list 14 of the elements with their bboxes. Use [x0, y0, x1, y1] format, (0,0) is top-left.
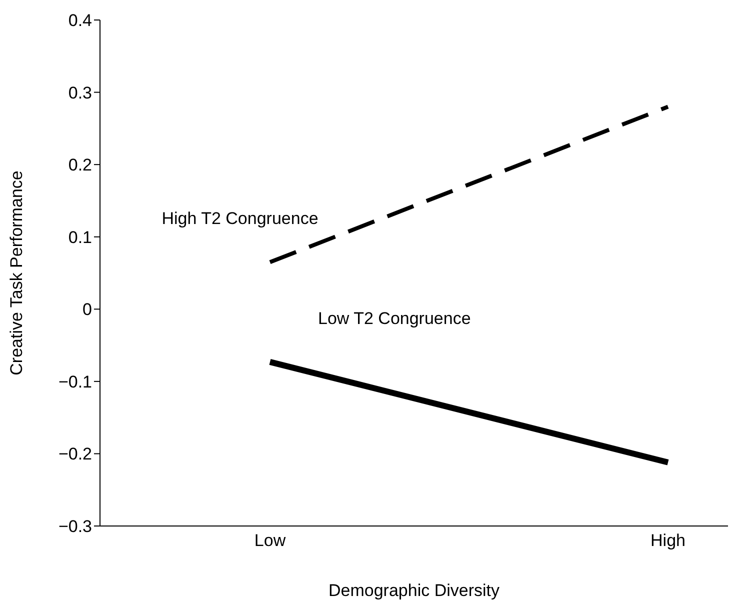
y-tick-label: 0.2 — [68, 156, 92, 175]
y-tick-label: −0.1 — [58, 372, 92, 392]
text: Low T2 Congruence — [318, 308, 471, 328]
series-label: High T2 Congruence — [162, 209, 318, 228]
x-axis-title: Demographic Diversity — [328, 581, 500, 600]
y-tick-label: 0.3 — [68, 83, 92, 102]
x-tick-label: Low — [254, 531, 286, 550]
x-tick-label: High — [650, 531, 686, 550]
y-tick-label: 0.1 — [68, 228, 92, 247]
y-tick-label: 0.4 — [68, 11, 92, 30]
y-tick-label: −0.3 — [58, 517, 92, 536]
y-axis-title: Creative Task Performance — [7, 170, 26, 376]
y-tick-label: 0 — [82, 300, 92, 320]
y-tick-label: −0.2 — [58, 444, 92, 464]
